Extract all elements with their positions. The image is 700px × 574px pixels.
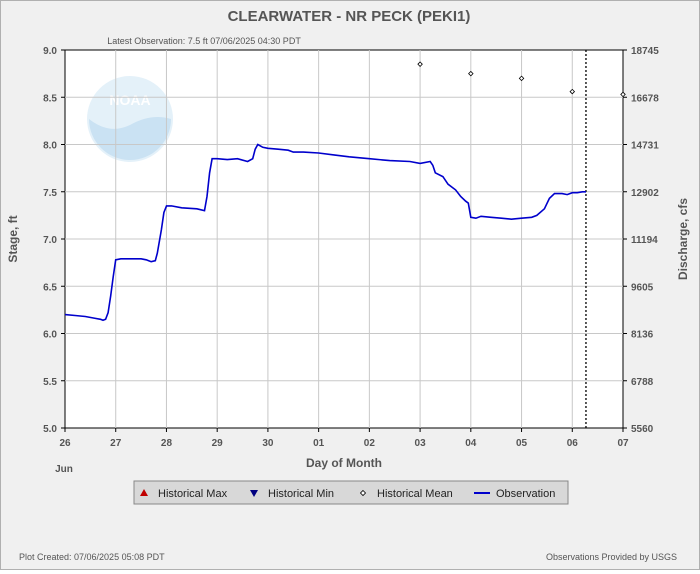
x-tick-label: 04 bbox=[465, 438, 477, 449]
y2-tick-label: 11194 bbox=[631, 235, 658, 246]
footer-source: Observations Provided by USGS bbox=[546, 552, 677, 562]
legend-label: Historical Mean bbox=[377, 488, 453, 500]
y-tick-label: 6.0 bbox=[43, 330, 57, 341]
y-tick-label: 8.0 bbox=[43, 141, 57, 152]
legend: Historical Max Historical Min Historical M… bbox=[140, 488, 555, 500]
y-tick-label: 9.0 bbox=[43, 46, 57, 57]
y-axis-label: Stage, ft bbox=[6, 215, 20, 262]
y-tick-label: 7.0 bbox=[43, 235, 57, 246]
grid bbox=[65, 50, 623, 428]
x-month-label: Jun bbox=[55, 464, 73, 475]
y2-axis-ticks: 5560 6788 8136 9605 11194 12902 14731 16678 1874… bbox=[623, 46, 659, 435]
y-tick-label: 7.5 bbox=[43, 188, 57, 199]
y2-tick-label: 14731 bbox=[631, 141, 659, 152]
x-tick-label: 01 bbox=[313, 438, 325, 449]
x-tick-label: 26 bbox=[59, 438, 71, 449]
legend-label: Historical Min bbox=[268, 488, 334, 500]
y-tick-label: 8.5 bbox=[43, 93, 57, 104]
x-tick-label: 29 bbox=[212, 438, 224, 449]
noaa-logo: NOAA bbox=[87, 76, 173, 162]
x-tick-label: 03 bbox=[415, 438, 427, 449]
footer-plot-created: Plot Created: 07/06/2025 05:08 PDT bbox=[19, 552, 165, 562]
x-tick-label: 27 bbox=[110, 438, 122, 449]
x-tick-label: 05 bbox=[516, 438, 528, 449]
historical-mean-point bbox=[417, 61, 423, 67]
historical-mean-point bbox=[468, 70, 474, 77]
legend-historical-mean-icon bbox=[359, 489, 367, 497]
x-tick-label: 28 bbox=[161, 438, 173, 449]
y2-tick-label: 16678 bbox=[631, 93, 659, 104]
y2-tick-label: 18745 bbox=[631, 46, 659, 57]
y2-tick-label: 5560 bbox=[631, 424, 654, 435]
legend-historical-min-icon bbox=[250, 490, 258, 497]
x-tick-label: 07 bbox=[617, 438, 629, 449]
y-tick-label: 5.5 bbox=[43, 377, 57, 388]
y2-axis-label: Discharge, cfs bbox=[676, 198, 690, 280]
noaa-logo-text: NOAA bbox=[109, 92, 150, 108]
legend-label: Observation bbox=[496, 488, 555, 500]
observation-series-line bbox=[64, 143, 586, 322]
historical-mean-point bbox=[620, 91, 626, 98]
y2-tick-label: 9605 bbox=[631, 282, 654, 293]
series-layer bbox=[64, 61, 626, 322]
x-axis-label: Day of Month bbox=[306, 456, 382, 470]
y2-tick-label: 8136 bbox=[631, 330, 654, 341]
y-axis-ticks: 5.0 5.5 6.0 6.5 7.0 7.5 8.0 8.5 9.0 bbox=[43, 46, 65, 435]
x-tick-label: 02 bbox=[364, 438, 376, 449]
legend-historical-max-icon bbox=[140, 489, 148, 496]
chart-title: CLEARWATER - NR PECK (PEKI1) bbox=[228, 8, 471, 25]
x-tick-label: 30 bbox=[262, 438, 274, 449]
x-axis-ticks: 26 27 28 29 30 01 02 03 04 05 06 07 bbox=[59, 428, 629, 449]
chart-subtitle: Latest Observation: 7.5 ft 07/06/2025 04… bbox=[107, 36, 301, 46]
historical-mean-point bbox=[569, 88, 576, 95]
y2-tick-label: 12902 bbox=[631, 188, 659, 199]
legend-box bbox=[133, 480, 569, 505]
y-tick-label: 5.0 bbox=[43, 424, 57, 435]
x-tick-label: 06 bbox=[567, 438, 579, 449]
historical-mean-point bbox=[518, 75, 525, 82]
y-tick-label: 6.5 bbox=[43, 282, 57, 293]
y2-tick-label: 6788 bbox=[631, 377, 654, 388]
legend-label: Historical Max bbox=[158, 488, 228, 500]
